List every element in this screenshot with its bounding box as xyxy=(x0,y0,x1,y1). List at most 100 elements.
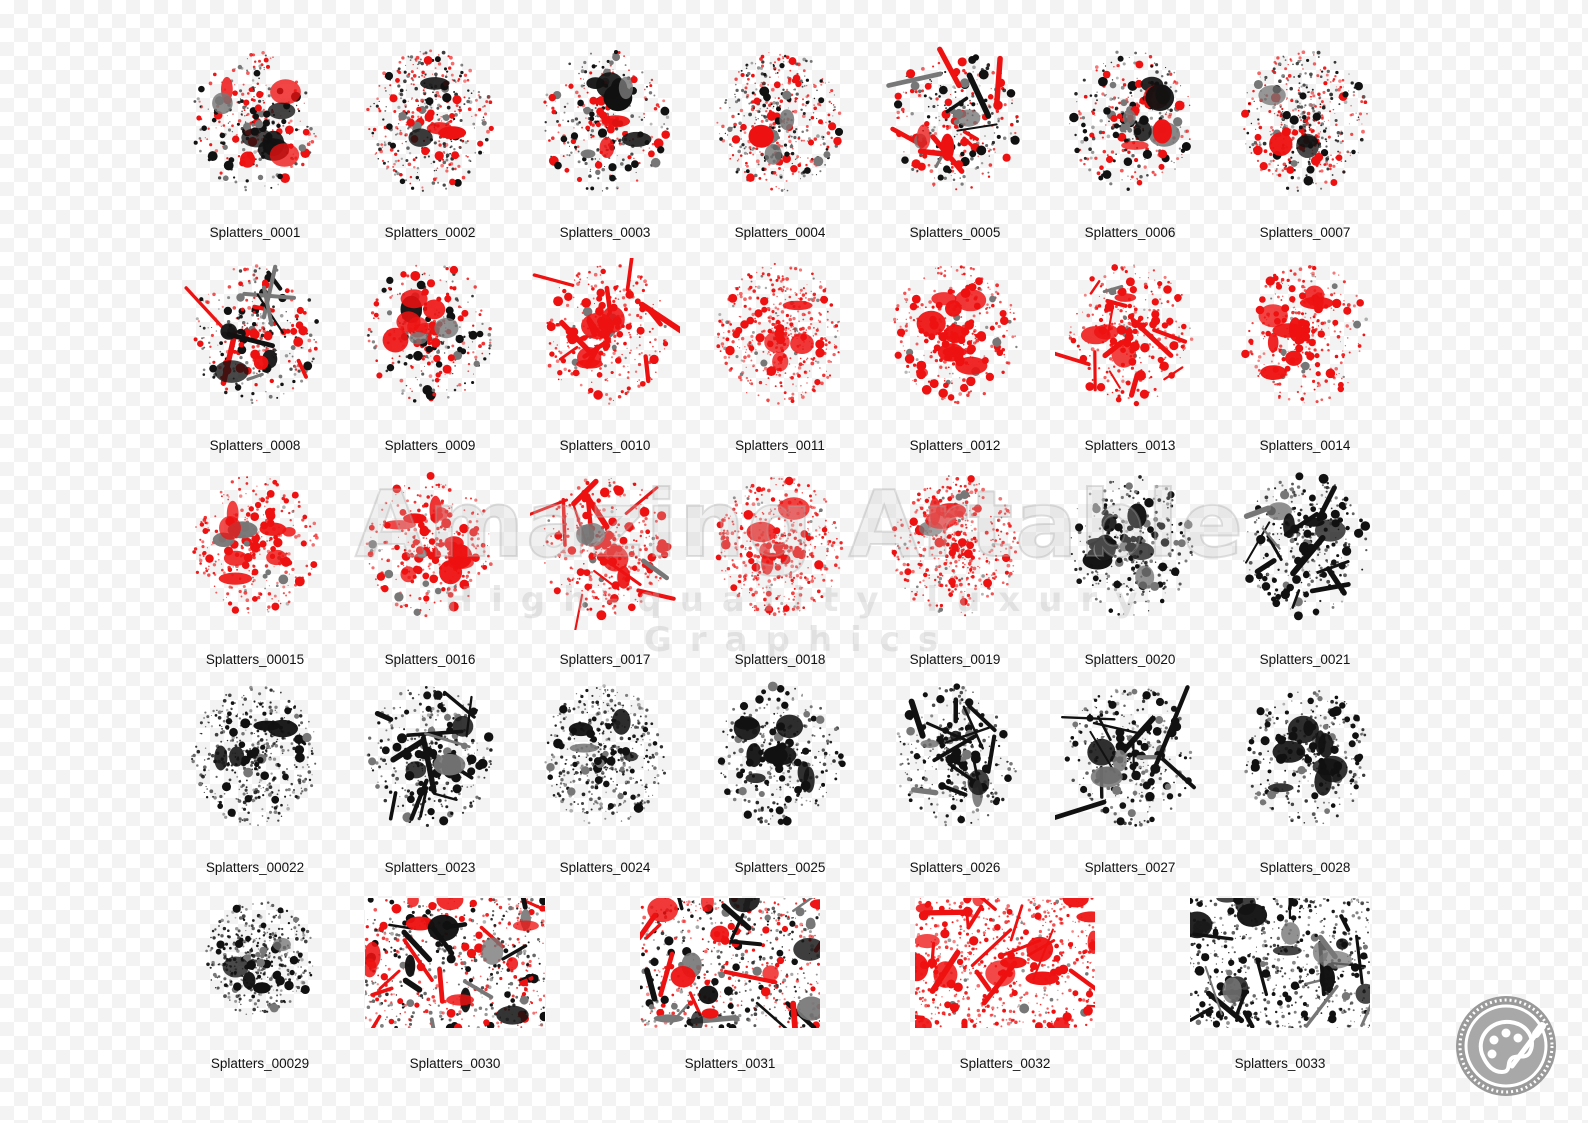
splatter-dot xyxy=(472,324,475,327)
splatter-dot xyxy=(1286,97,1288,99)
splatter-dot xyxy=(1287,63,1289,66)
splatter-dot xyxy=(1328,396,1331,400)
splatter-drop xyxy=(263,57,269,63)
splatter-dot xyxy=(398,60,402,64)
splatter-dot xyxy=(246,322,249,325)
splatter-dot xyxy=(638,344,641,347)
splatter-streak xyxy=(1105,298,1128,308)
splatter-dot xyxy=(471,341,474,343)
splatter-dot xyxy=(468,159,471,162)
splatter-dot xyxy=(979,288,983,292)
splatter-dot xyxy=(764,286,768,290)
splatter-dot xyxy=(407,127,410,130)
splatter-dot xyxy=(722,336,725,340)
splatter-dot xyxy=(1326,88,1330,92)
splatter-dot xyxy=(751,339,754,342)
splatter-dot xyxy=(417,100,420,102)
splatter-dot xyxy=(1118,323,1121,326)
splatter-dot xyxy=(716,344,721,349)
splatter-drop xyxy=(657,146,665,154)
splatter-drop xyxy=(239,355,243,360)
splatter-dot xyxy=(779,381,783,384)
splatter-dot xyxy=(1320,70,1324,73)
splatter-dot xyxy=(1188,138,1191,140)
splatter-blot xyxy=(1114,293,1137,302)
splatter-dot xyxy=(474,98,478,102)
splatter-dot xyxy=(583,82,585,84)
splatter-drop xyxy=(227,128,232,132)
splatter-dot xyxy=(738,339,740,341)
splatter-drop xyxy=(588,120,593,125)
splatter-drop xyxy=(596,288,605,298)
splatter-dot xyxy=(544,121,547,124)
splatter-dot xyxy=(1104,124,1107,126)
splatter-dot xyxy=(795,385,797,387)
splatter-dot xyxy=(832,109,835,112)
splatter-dot xyxy=(760,119,764,123)
splatter-dot xyxy=(930,80,933,82)
splatter-streak xyxy=(1108,370,1121,389)
splatter-dot xyxy=(1089,156,1093,160)
splatter-dot xyxy=(929,78,931,81)
splatter-dot xyxy=(1317,383,1321,387)
splatter-dot xyxy=(387,286,391,290)
splatter-dot xyxy=(910,112,914,116)
splatter-dot xyxy=(1070,326,1072,328)
splatter-dot xyxy=(418,179,421,181)
splatter-dot xyxy=(738,286,741,288)
splatter-drop xyxy=(834,127,844,136)
splatter-dot xyxy=(776,105,778,107)
splatter-drop xyxy=(1098,76,1108,87)
splatter-dot xyxy=(271,120,275,124)
splatter-dot xyxy=(474,355,478,359)
splatter-blot xyxy=(916,310,946,336)
splatter-dot xyxy=(762,329,766,333)
splatter-dot xyxy=(822,81,824,84)
splatter-dot xyxy=(591,370,593,372)
splatter-dot xyxy=(394,170,398,173)
splatter-dot xyxy=(757,394,760,397)
splatter-dot xyxy=(385,106,387,108)
splatter-dot xyxy=(620,390,624,394)
splatter-drop xyxy=(389,94,398,103)
splatter-dot xyxy=(1319,131,1321,133)
splatter-dot xyxy=(770,103,773,106)
splatter-dot xyxy=(919,154,922,157)
splatter-dot xyxy=(745,95,749,99)
splatter-dot xyxy=(378,109,382,113)
splatter-dot xyxy=(578,346,581,350)
splatter-drop xyxy=(725,345,735,356)
splatter-dot xyxy=(299,120,301,122)
splatter-dot xyxy=(488,347,491,350)
splatter-dot xyxy=(726,134,729,136)
splatter-dot xyxy=(987,286,990,289)
splatter-drop xyxy=(1289,115,1299,125)
splatter-dot xyxy=(1283,166,1287,171)
splatter-dot xyxy=(1181,153,1183,156)
brush-label: Splatters_0013 xyxy=(1084,438,1176,453)
splatter-dot xyxy=(785,277,789,281)
splatter-drop xyxy=(373,300,380,307)
splatter-dot xyxy=(1313,388,1316,391)
splatter-dot xyxy=(459,74,462,78)
splatter-dot xyxy=(649,84,653,88)
splatter-dot xyxy=(719,350,722,353)
splatter-dot xyxy=(1294,348,1296,351)
splatter-dot xyxy=(960,316,963,318)
splatter-dot xyxy=(628,332,630,334)
splatter-dot xyxy=(978,312,981,315)
splatter-dot xyxy=(474,151,477,154)
splatter-dot xyxy=(745,169,750,174)
splatter-dot xyxy=(1343,86,1345,88)
splatter-dot xyxy=(1246,131,1250,135)
splatter-dot xyxy=(545,93,549,97)
splatter-dot xyxy=(1311,106,1315,110)
splatter-dot xyxy=(755,119,757,121)
splatter-dot xyxy=(1115,76,1119,80)
splatter-drop xyxy=(1151,316,1161,326)
splatter-drop xyxy=(373,312,379,318)
splatter-dot xyxy=(1136,177,1139,180)
splatter-dot xyxy=(1159,298,1162,301)
splatter-dot xyxy=(198,137,202,140)
splatter-drop xyxy=(623,307,628,312)
